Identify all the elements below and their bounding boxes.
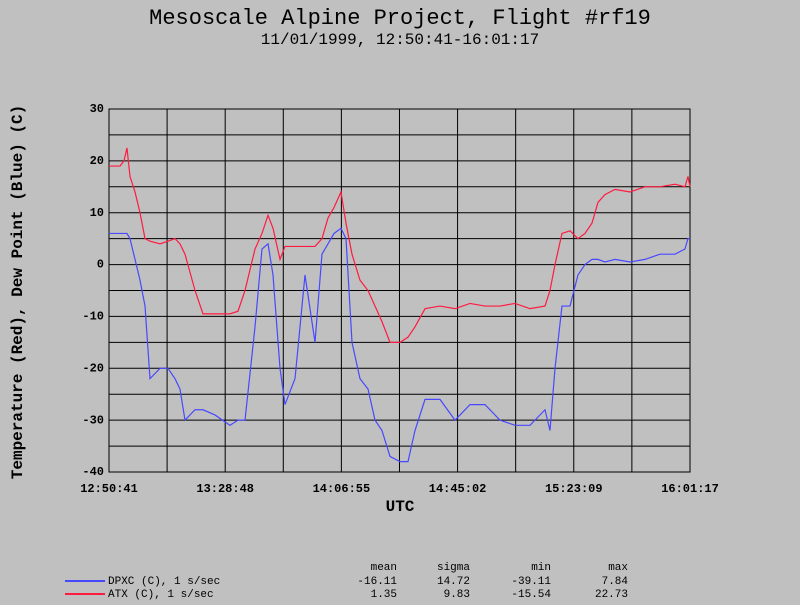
x-tick-label: 13:28:48 — [196, 482, 254, 496]
stats-header: mean — [371, 562, 397, 574]
y-tick-label: -40 — [82, 465, 104, 479]
stats-value: 9.83 — [444, 589, 470, 601]
y-tick-label: -20 — [82, 361, 104, 375]
chart-subtitle: 11/01/1999, 12:50:41-16:01:17 — [261, 31, 539, 49]
x-tick-label: 14:06:55 — [313, 482, 371, 496]
x-tick-label: 12:50:41 — [80, 482, 138, 496]
y-tick-label: -30 — [82, 413, 104, 427]
legend-label: DPXC (C), 1 s/sec — [108, 576, 220, 588]
legend-label: ATX (C), 1 s/sec — [108, 589, 214, 601]
x-axis-label: UTC — [386, 498, 415, 516]
stats-value: 1.35 — [371, 589, 397, 601]
stats-header: sigma — [437, 562, 470, 574]
stats-header: max — [608, 562, 628, 574]
stats-value: 7.84 — [602, 576, 629, 588]
chart-title: Mesoscale Alpine Project, Flight #rf19 — [149, 6, 651, 31]
y-axis-label: Temperature (Red), Dew Point (Blue) (C) — [9, 105, 27, 479]
y-tick-label: 30 — [90, 102, 104, 116]
stats-value: -16.11 — [357, 576, 397, 588]
stats-header: min — [531, 562, 551, 574]
y-tick-label: 10 — [90, 206, 104, 220]
stats-value: -39.11 — [511, 576, 551, 588]
x-tick-label: 15:23:09 — [545, 482, 603, 496]
data-line — [109, 147, 691, 343]
stats-value: 22.73 — [595, 589, 628, 601]
x-tick-label: 16:01:17 — [661, 482, 719, 496]
data-line — [109, 227, 690, 463]
y-tick-label: 20 — [90, 154, 104, 168]
x-tick-label: 14:45:02 — [429, 482, 487, 496]
y-tick-label: 0 — [97, 258, 104, 272]
stats-value: -15.54 — [511, 589, 551, 601]
y-tick-label: -10 — [82, 310, 104, 324]
stats-value: 14.72 — [437, 576, 470, 588]
